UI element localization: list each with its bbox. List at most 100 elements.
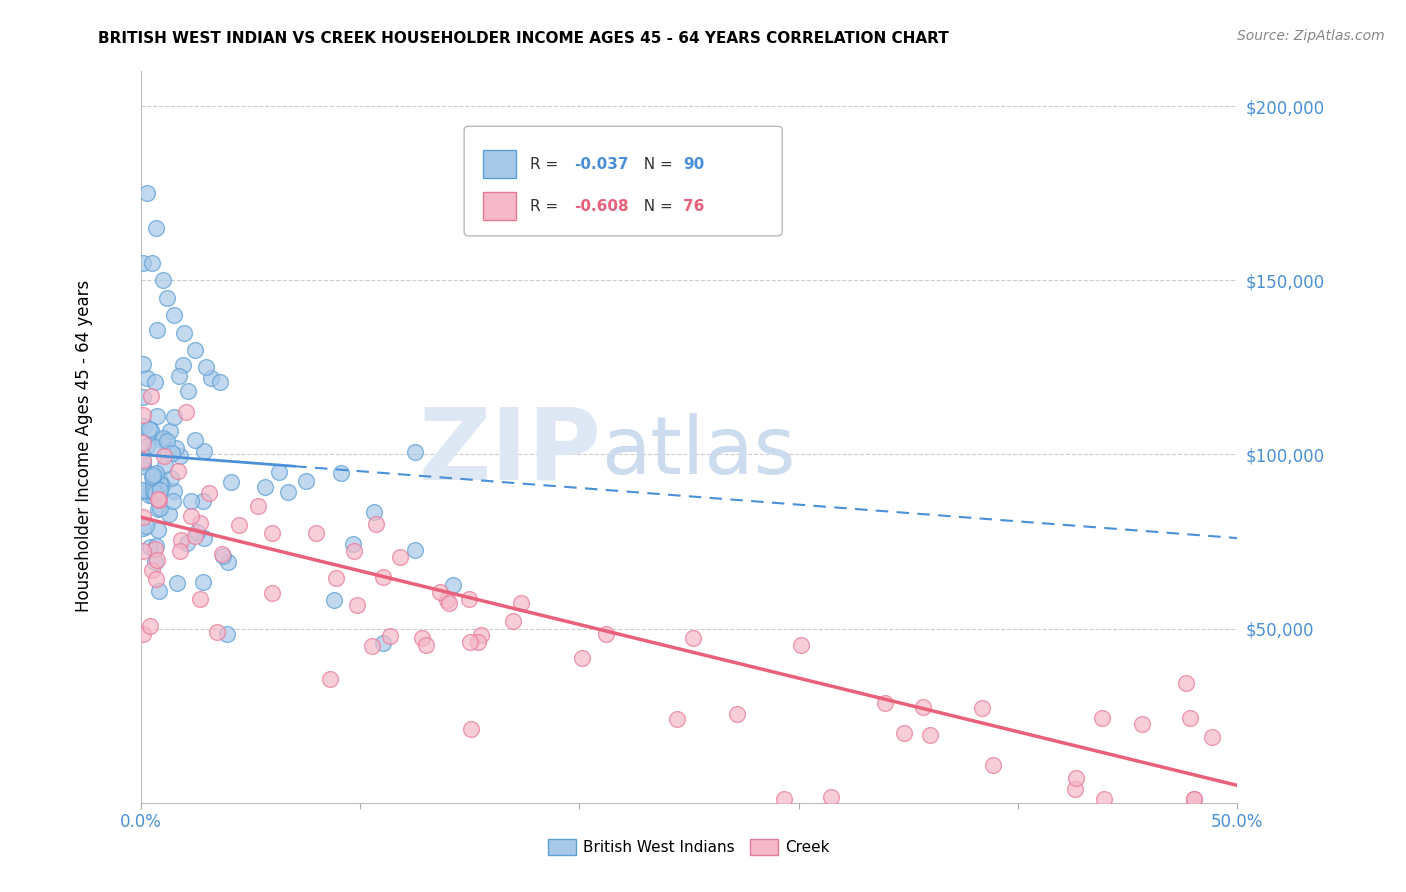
Text: 90: 90 [683, 158, 704, 172]
Point [142, 489, 165, 503]
Point [157, 507, 180, 521]
Point [136, 186, 159, 201]
Point [458, 592, 481, 607]
Point [132, 483, 155, 497]
Point [441, 578, 464, 592]
Point [139, 619, 162, 633]
Point [1175, 675, 1198, 690]
Point [177, 384, 200, 398]
Point [174, 405, 197, 419]
Text: N =: N = [634, 158, 678, 172]
Point [156, 291, 179, 305]
Text: 76: 76 [683, 199, 704, 214]
Point [221, 475, 243, 489]
FancyBboxPatch shape [464, 126, 782, 235]
Point [789, 638, 811, 652]
Point [436, 593, 458, 607]
Point [165, 442, 187, 456]
Point [160, 446, 183, 460]
Point [141, 469, 163, 483]
Point [217, 555, 239, 569]
Point [149, 500, 172, 515]
Point [1092, 792, 1115, 806]
Point [1130, 717, 1153, 731]
Point [170, 533, 193, 548]
Point [207, 625, 229, 640]
Text: Householder Income Ages 45 - 64 years: Householder Income Ages 45 - 64 years [76, 280, 93, 612]
Point [176, 536, 198, 550]
Point [325, 572, 347, 586]
Point [873, 696, 896, 710]
Point [132, 627, 155, 641]
Point [132, 521, 155, 535]
Point [145, 473, 167, 487]
Point [141, 563, 163, 577]
Point [180, 509, 202, 524]
Point [143, 486, 166, 500]
Point [132, 452, 155, 467]
Point [429, 584, 451, 599]
Point [184, 529, 207, 543]
Point [162, 493, 184, 508]
Point [211, 547, 233, 561]
Point [180, 493, 202, 508]
Point [146, 323, 169, 337]
Point [404, 542, 426, 557]
FancyBboxPatch shape [482, 192, 516, 219]
Point [305, 526, 328, 541]
Point [981, 758, 1004, 772]
Point [773, 792, 796, 806]
Point [502, 615, 524, 629]
Point [173, 326, 195, 340]
Point [247, 500, 270, 514]
Point [360, 639, 382, 653]
Point [135, 483, 157, 498]
Point [217, 627, 239, 641]
Point [132, 357, 155, 371]
Point [163, 484, 186, 499]
Point [143, 376, 166, 390]
Point [467, 635, 489, 649]
Point [132, 256, 155, 270]
Point [146, 491, 169, 506]
Point [970, 700, 993, 714]
Point [162, 308, 184, 322]
Point [159, 471, 181, 485]
Point [184, 343, 207, 357]
Text: -0.037: -0.037 [574, 158, 628, 172]
Point [342, 537, 364, 551]
Point [132, 455, 155, 469]
Point [262, 586, 284, 600]
Point [191, 494, 214, 508]
Point [193, 531, 215, 545]
Point [1182, 792, 1205, 806]
Point [893, 726, 915, 740]
Point [1182, 792, 1205, 806]
Point [141, 389, 163, 403]
Point [346, 598, 368, 612]
Point [208, 375, 231, 389]
Point [142, 477, 165, 491]
Point [725, 707, 748, 722]
Point [142, 468, 165, 483]
Point [1201, 730, 1223, 744]
Text: ZIP: ZIP [419, 403, 602, 500]
Point [1064, 771, 1087, 785]
Point [460, 723, 482, 737]
Point [183, 433, 205, 447]
Point [330, 466, 353, 480]
Point [136, 370, 159, 384]
Point [911, 700, 934, 714]
Point [152, 430, 174, 444]
Point [389, 549, 412, 564]
Point [373, 570, 395, 584]
Point [167, 369, 190, 384]
Point [134, 418, 156, 433]
Point [132, 390, 155, 404]
Point [820, 789, 842, 804]
Point [143, 541, 166, 556]
Point [323, 592, 346, 607]
Legend: British West Indians, Creek: British West Indians, Creek [541, 833, 837, 861]
Point [404, 445, 426, 459]
Text: N =: N = [634, 199, 678, 214]
